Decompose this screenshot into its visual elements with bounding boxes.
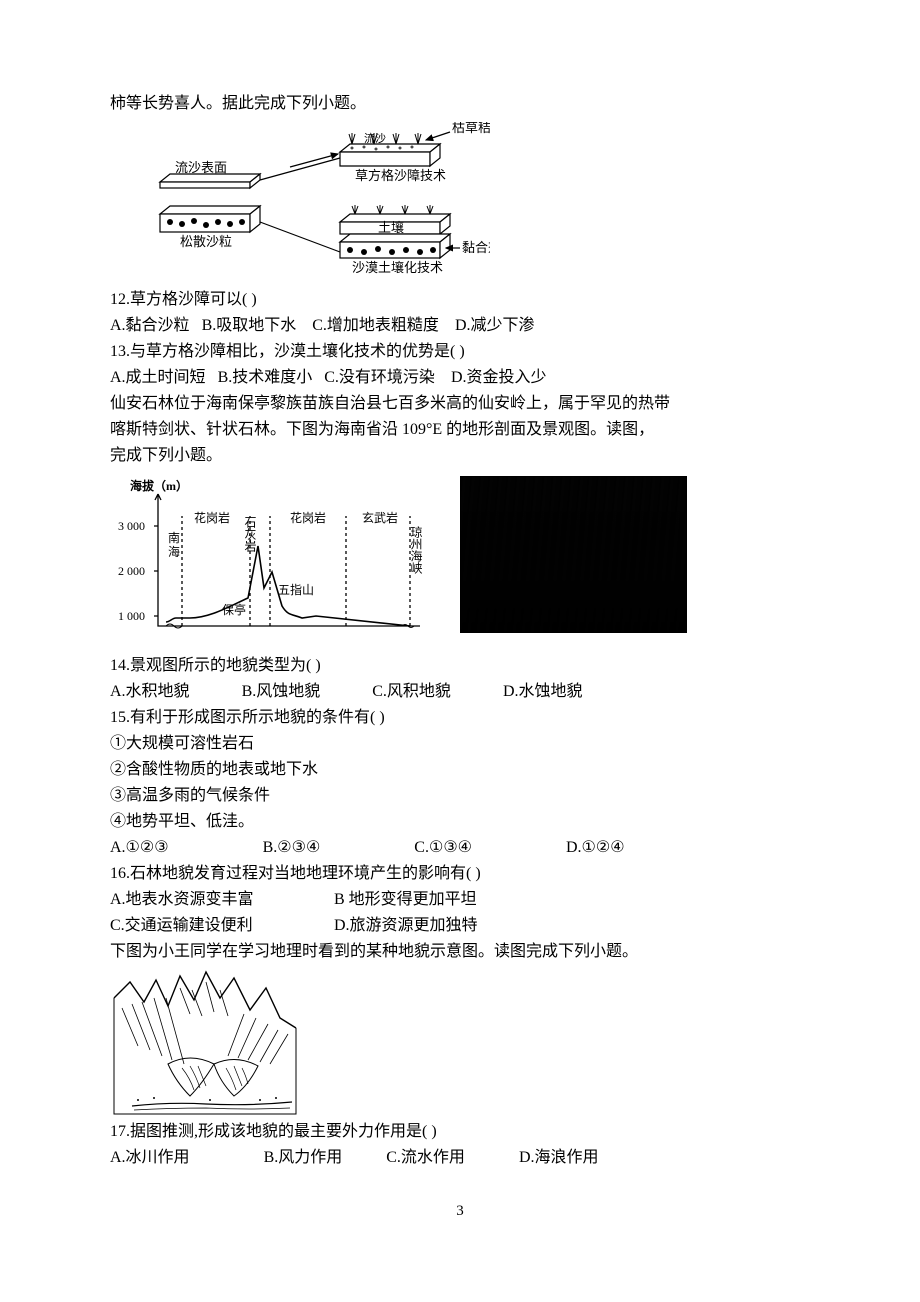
q17-opt-b: B.风力作用	[264, 1146, 343, 1170]
q13-stem: 13.与草方格沙障相比，沙漠土壤化技术的优势是( )	[110, 340, 810, 364]
q16-row1: A.地表水资源变丰富 B 地形变得更加平坦	[110, 888, 810, 912]
q13-opt-b: B.技术难度小	[218, 366, 313, 390]
q15-item4: ④地势平坦、低洼。	[110, 810, 810, 834]
q12-opt-b: B.吸取地下水	[202, 314, 297, 338]
terrain-granite2: 花岗岩	[290, 510, 326, 525]
passage2-l1: 仙安石林位于海南保亭黎族苗族自治县七百多米高的仙安岭上，属于罕见的热带	[110, 392, 810, 416]
terrain-tick-3000: 3 000	[118, 519, 145, 533]
q16-stem: 16.石林地貌发育过程对当地地理环境产生的影响有( )	[110, 862, 810, 886]
terrain-wuzhi: 五指山	[278, 582, 314, 597]
q15-opt-a: A.①②③	[110, 836, 169, 860]
q14-opt-a: A.水积地貌	[110, 680, 190, 704]
q13-opt-d: D.资金投入少	[451, 366, 547, 390]
q12-opt-a: A.黏合沙粒	[110, 314, 190, 338]
q13-options: A.成土时间短 B.技术难度小 C.没有环境污染 D.资金投入少	[110, 366, 810, 390]
q15-stem: 15.有利于形成图示所示地貌的条件有( )	[110, 706, 810, 730]
q17-stem: 17.据图推测,形成该地貌的最主要外力作用是( )	[110, 1120, 810, 1144]
q15-item2: ②含酸性物质的地表或地下水	[110, 758, 810, 782]
q12-opt-c: C.增加地表粗糙度	[312, 314, 439, 338]
q16-opt-c: C.交通运输建设便利	[110, 914, 330, 938]
page-number: 3	[110, 1200, 810, 1223]
q12-stem: 12.草方格沙障可以( )	[110, 288, 810, 312]
label-binder: 黏合剂	[462, 240, 490, 255]
terrain-baoting: 保亭	[222, 602, 246, 617]
terrain-basalt: 玄武岩	[362, 510, 398, 525]
q16-row2: C.交通运输建设便利 D.旅游资源更加独特	[110, 914, 810, 938]
label-straw: 枯草秸秆	[452, 122, 490, 135]
q12-options: A.黏合沙粒 B.吸取地下水 C.增加地表粗糙度 D.减少下渗	[110, 314, 810, 338]
q14-opt-c: C.风积地貌	[372, 680, 451, 704]
intro-line: 柿等长势喜人。据此完成下列小题。	[110, 92, 810, 116]
q14-opt-d: D.水蚀地貌	[503, 680, 583, 704]
q17-options: A.冰川作用 B.风力作用 C.流水作用 D.海浪作用	[110, 1146, 810, 1170]
sand-grid-diagram: 枯草秸秆 流沙 流沙表面 草方格沙障技术 松散沙粒 土壤 黏合剂 沙漠土壤化技术	[130, 122, 810, 282]
q15-options: A.①②③ B.②③④ C.①③④ D.①②④	[110, 836, 810, 860]
label-grid-tech: 草方格沙障技术	[355, 168, 446, 183]
passage2-l3: 完成下列小题。	[110, 444, 810, 468]
terrain-tick-1000: 1 000	[118, 609, 145, 623]
q14-opt-b: B.风蚀地貌	[242, 680, 321, 704]
q15-opt-c: C.①③④	[414, 836, 472, 860]
q14-stem: 14.景观图所示的地貌类型为( )	[110, 654, 810, 678]
terrain-tick-2000: 2 000	[118, 564, 145, 578]
q17-opt-c: C.流水作用	[386, 1146, 465, 1170]
q13-opt-c: C.没有环境污染	[324, 366, 435, 390]
terrain-granite1: 花岗岩	[194, 510, 230, 525]
terrain-nanhai: 南海	[168, 530, 180, 559]
q15-item3: ③高温多雨的气候条件	[110, 784, 810, 808]
q14-options: A.水积地貌 B.风蚀地貌 C.风积地貌 D.水蚀地貌	[110, 680, 810, 704]
landform-sketch	[110, 968, 810, 1118]
q16-opt-b: B 地形变得更加平坦	[334, 891, 477, 908]
karst-photo	[460, 476, 687, 633]
q12-opt-d: D.减少下渗	[455, 314, 535, 338]
terrain-profile-chart: 海拔（m） 3 000 2 000 1 000 花岗岩 石灰岩 花岗岩 玄武岩 …	[110, 476, 430, 646]
q16-opt-a: A.地表水资源变丰富	[110, 888, 330, 912]
q15-opt-d: D.①②④	[566, 836, 625, 860]
label-loose: 松散沙粒	[180, 234, 232, 249]
q16-opt-d: D.旅游资源更加独特	[334, 917, 478, 934]
q13-opt-a: A.成土时间短	[110, 366, 206, 390]
terrain-ylabel: 海拔（m）	[130, 478, 188, 493]
label-flowsand: 流沙	[364, 131, 386, 145]
terrain-limestone: 石灰岩	[243, 516, 257, 552]
q17-opt-d: D.海浪作用	[519, 1146, 599, 1170]
terrain-strait: 琼州海峡	[409, 525, 423, 574]
q15-item1: ①大规模可溶性岩石	[110, 732, 810, 756]
label-soil: 土壤	[378, 220, 404, 235]
passage2-l2: 喀斯特剑状、针状石林。下图为海南省沿 109°E 的地形剖面及景观图。读图，	[110, 418, 810, 442]
q17-opt-a: A.冰川作用	[110, 1146, 190, 1170]
label-soil-tech: 沙漠土壤化技术	[352, 260, 443, 275]
label-surface: 流沙表面	[175, 160, 227, 175]
passage3: 下图为小王同学在学习地理时看到的某种地貌示意图。读图完成下列小题。	[110, 940, 810, 964]
q15-opt-b: B.②③④	[263, 836, 321, 860]
